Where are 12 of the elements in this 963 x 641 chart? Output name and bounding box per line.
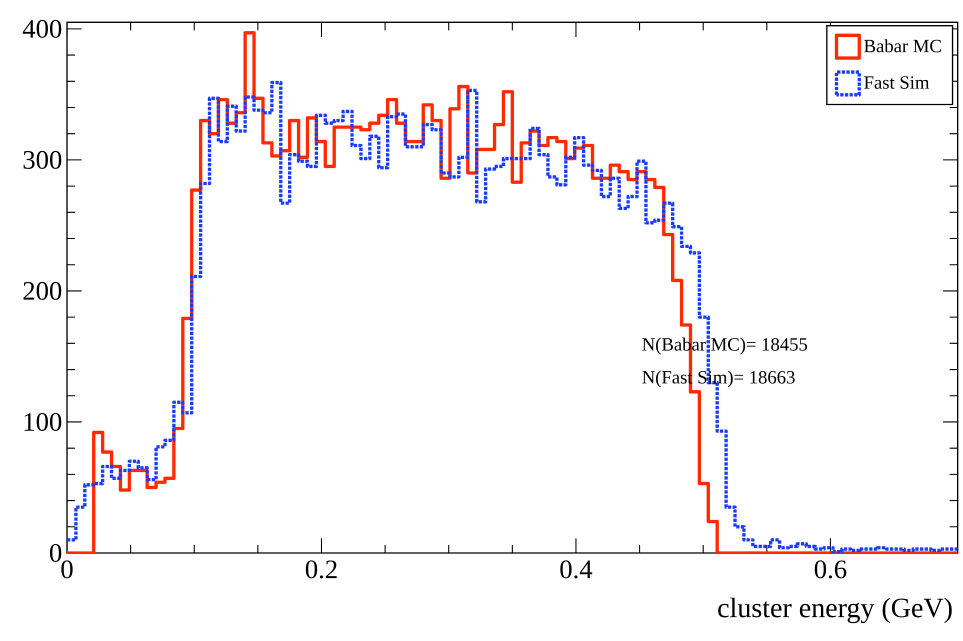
- y-tick-label: 100: [24, 412, 62, 431]
- x-tick-label: 0.2: [306, 560, 337, 578]
- y-tick-label: 400: [22, 20, 62, 38]
- x-axis-title: cluster energy (GeV): [718, 598, 952, 624]
- x-tick-label: 0: [61, 560, 73, 578]
- x-tick-label: 0.6: [814, 560, 846, 578]
- legend-label: Babar MC: [864, 39, 941, 52]
- legend-label: Fast Sim: [864, 76, 930, 89]
- y-tick-label: 300: [24, 150, 62, 169]
- y-tick-label: 0: [50, 544, 62, 562]
- x-tick-label: 0.4: [560, 560, 592, 578]
- y-tick-label: 200: [23, 282, 62, 300]
